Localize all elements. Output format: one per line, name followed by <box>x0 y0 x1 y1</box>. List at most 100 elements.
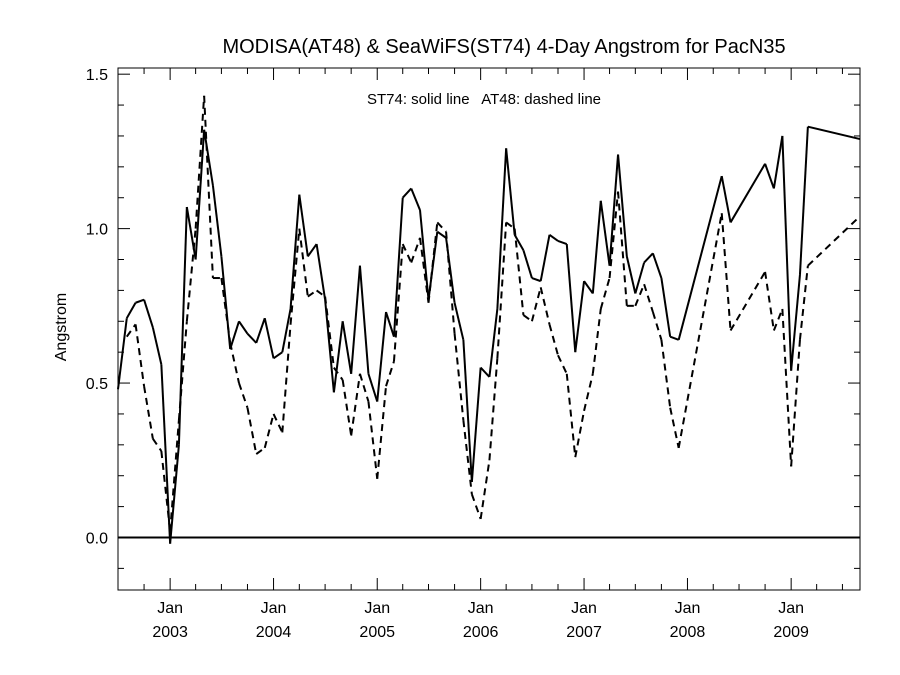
y-tick-label: 0.0 <box>86 530 108 547</box>
series-st74-segment <box>401 187 412 199</box>
series-at48-segment <box>583 373 594 412</box>
series-st74-segment <box>643 252 654 264</box>
series-at48-segment <box>385 361 395 387</box>
series-st74-segment <box>151 327 163 365</box>
series-st74-segment <box>194 129 206 260</box>
series-st74-segment <box>263 317 275 359</box>
series-st74-segment <box>203 129 214 186</box>
series-at48-segment <box>152 438 163 452</box>
series-st74-segment <box>436 230 447 239</box>
series-st74-segment <box>470 367 482 482</box>
series-at48-segment <box>660 339 672 408</box>
x-tick-month-label: Jan <box>157 600 183 617</box>
series-st74-segment <box>462 339 473 482</box>
series-at48-segment <box>289 228 301 325</box>
x-tick-month-label: Jan <box>571 600 597 617</box>
series-st74-segment <box>772 135 784 189</box>
series-st74-segment <box>539 234 551 282</box>
series-st74-segment <box>591 200 602 294</box>
series-at48-segment <box>246 407 258 455</box>
y-tick-label: 1.5 <box>86 67 108 84</box>
series-at48-segment <box>557 354 568 375</box>
x-tick-year-label: 2009 <box>773 624 809 641</box>
series-st74-segment <box>272 351 283 360</box>
series-at48-segment <box>608 191 620 279</box>
series-st74-segment <box>255 317 266 344</box>
series-at48-segment <box>333 367 344 381</box>
x-tick-month-label: Jan <box>778 600 804 617</box>
series-at48-segment <box>790 339 801 467</box>
series-at48-segment <box>565 373 577 458</box>
series-at48-segment <box>419 237 430 303</box>
series-at48-segment <box>634 283 646 307</box>
series-st74-segment <box>376 311 388 402</box>
x-tick-year-label: 2004 <box>256 624 292 641</box>
series-st74-segment <box>798 126 809 276</box>
series-st74-segment <box>298 194 309 257</box>
chart-title: MODISA(AT48) & SeaWiFS(ST74) 4-Day Angst… <box>222 36 785 58</box>
series-at48-segment <box>488 358 499 461</box>
plot-frame <box>117 67 861 591</box>
y-tick-label: 1.0 <box>86 222 108 239</box>
x-tick-year-label: 2003 <box>152 624 188 641</box>
series-st74-segment <box>350 265 361 374</box>
series-at48-segment <box>298 228 309 297</box>
series-at48-segment <box>160 450 172 532</box>
series-st74-segment <box>625 256 637 294</box>
series-st74-segment <box>496 148 508 309</box>
series-at48-segment <box>764 271 775 331</box>
series-st74-segment <box>358 265 370 374</box>
series-at48-segment <box>203 95 214 279</box>
series-at48-segment <box>479 460 491 520</box>
series-st74-segment <box>720 175 732 223</box>
series-at48-segment <box>263 413 275 449</box>
series-at48-segment <box>410 237 421 263</box>
series-at48-segment <box>220 277 232 344</box>
series-at48-segment <box>574 410 586 458</box>
series-at48-segment <box>470 493 482 520</box>
series-st74-segment <box>583 280 594 295</box>
x-tick-year-label: 2008 <box>670 624 706 641</box>
series-at48-segment <box>350 373 361 436</box>
series-st74-segment <box>143 299 154 328</box>
series-at48-segment <box>358 373 370 402</box>
series-at48-segment <box>238 382 249 409</box>
series-st74-segment <box>332 321 344 393</box>
series-st74-segment <box>677 175 723 341</box>
series-st74-segment <box>522 249 533 279</box>
series-layer <box>117 95 861 544</box>
series-st74-segment <box>117 318 128 390</box>
series-at48-segment <box>677 212 723 449</box>
series-st74-segment <box>764 163 775 189</box>
series-st74-segment <box>135 298 145 304</box>
x-tick-month-label: Jan <box>364 600 390 617</box>
series-at48-segment <box>539 287 551 325</box>
series-st74-segment <box>238 320 249 335</box>
series-at48-segment <box>781 308 793 467</box>
series-st74-segment <box>341 321 353 374</box>
series-st74-segment <box>410 188 421 211</box>
series-at48-segment <box>392 243 404 362</box>
legend-annotation: ST74: solid line AT48: dashed line <box>367 91 601 108</box>
series-at48-segment <box>272 413 284 433</box>
series-at48-segment <box>643 283 654 313</box>
series-st74-segment <box>488 308 499 377</box>
series-at48-segment <box>453 333 465 421</box>
series-st74-segment <box>617 154 628 257</box>
series-at48-segment <box>125 323 137 338</box>
series-at48-segment <box>513 228 525 316</box>
series-st74-segment <box>565 243 577 353</box>
series-st74 <box>117 125 861 544</box>
series-at48-segment <box>143 385 154 439</box>
series-st74-segment <box>367 373 379 402</box>
series-st74-segment <box>729 163 766 223</box>
series-st74-segment <box>599 200 611 266</box>
series-at48-segment <box>316 289 326 298</box>
series-st74-segment <box>651 253 663 279</box>
series-at48-segment <box>720 213 732 331</box>
x-tick-month-label: Jan <box>261 600 287 617</box>
series-at48-segment <box>548 324 559 356</box>
x-tick-year-label: 2006 <box>463 624 499 641</box>
series-st74-segment <box>392 197 404 337</box>
